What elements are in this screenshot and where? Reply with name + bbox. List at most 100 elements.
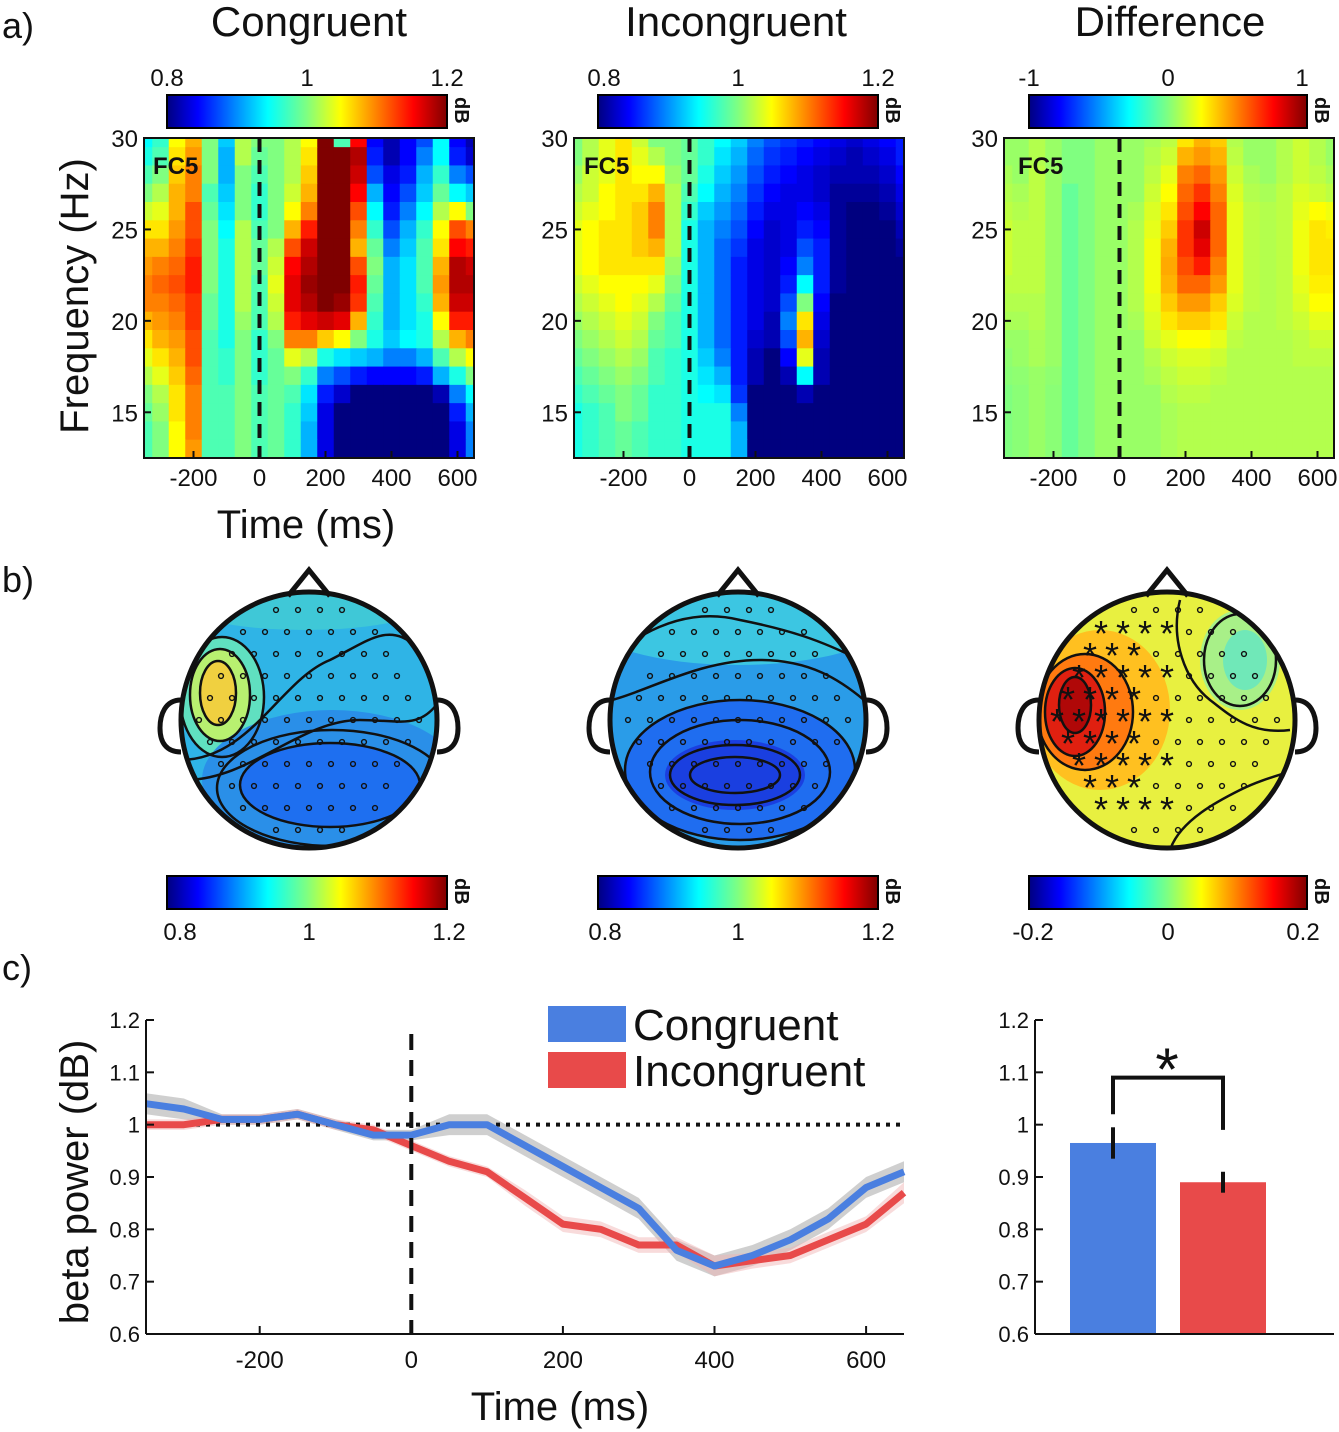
heatmap-cell xyxy=(829,293,847,313)
x-tick-label: 600 xyxy=(1297,465,1337,492)
heatmap-cell xyxy=(730,138,748,148)
electrode-dot xyxy=(679,694,687,702)
y-tick-label: 20 xyxy=(111,309,138,336)
heatmap-cell xyxy=(598,138,616,148)
heatmap-cell xyxy=(1259,138,1277,148)
heatmap-cell xyxy=(1259,330,1277,349)
heatmap-cell xyxy=(1292,330,1310,349)
electrode-dot xyxy=(338,606,346,614)
heatmap-cell xyxy=(1193,330,1211,349)
heatmap-cell xyxy=(1144,147,1162,167)
heatmap-cell xyxy=(168,138,186,148)
heatmap-cell xyxy=(234,275,252,295)
heatmap-cell xyxy=(813,439,831,459)
heatmap-cell xyxy=(574,138,583,148)
heatmap-cell xyxy=(201,293,219,313)
heatmap-cell xyxy=(1127,165,1145,185)
electrode-dot xyxy=(1229,628,1237,636)
electrode-dot xyxy=(800,804,808,812)
electrode-dot xyxy=(668,672,676,680)
heatmap-cell xyxy=(1045,421,1063,441)
heatmap-cell xyxy=(144,439,153,459)
electrode-dot xyxy=(690,628,698,636)
electrode-dot xyxy=(789,738,797,746)
heatmap-cell xyxy=(1276,256,1294,276)
heatmap-cell xyxy=(1160,138,1178,148)
electrode-dot xyxy=(1185,760,1193,768)
x-tick-label: 600 xyxy=(846,1347,886,1374)
heatmap-cell xyxy=(1325,403,1335,423)
heatmap-cell xyxy=(185,183,203,203)
heatmap-cell xyxy=(1078,220,1096,240)
electrode-dot xyxy=(690,672,698,680)
heatmap-cell xyxy=(1325,348,1335,368)
electrode-dot xyxy=(723,606,731,614)
heatmap-cell xyxy=(879,256,897,276)
heatmap-cell xyxy=(465,275,475,295)
heatmap-cell xyxy=(218,293,236,313)
heatmap-cell xyxy=(383,439,401,459)
heatmap-cell xyxy=(1177,165,1195,185)
electrode-dot xyxy=(360,782,368,790)
heatmap-cell xyxy=(234,202,252,221)
colorbar-tick: 1.2 xyxy=(861,919,894,946)
electrode-dot xyxy=(811,650,819,658)
heatmap-cell xyxy=(366,366,384,386)
colorbar-tick: 0.8 xyxy=(587,65,620,92)
heatmap-cell xyxy=(152,256,170,276)
electrode-dot xyxy=(228,650,236,658)
heatmap-cell xyxy=(1045,384,1063,404)
heatmap-cell xyxy=(1309,202,1327,221)
electrode-dot xyxy=(668,804,676,812)
colorbar-difference xyxy=(1028,94,1308,129)
heatmap-cell xyxy=(1004,330,1013,349)
heatmap-cell xyxy=(763,384,781,404)
heatmap-cell xyxy=(1045,220,1063,240)
x-tick-label: 400 xyxy=(694,1347,734,1374)
heatmap-cell xyxy=(300,183,318,203)
electrode-dot xyxy=(690,804,698,812)
heatmap-cell xyxy=(399,403,417,423)
heatmap-cell xyxy=(1226,220,1244,240)
heatmap-cell xyxy=(648,348,666,368)
tf-title-difference: Difference xyxy=(1075,0,1266,45)
heatmap-cell xyxy=(615,384,633,404)
heatmap-cell xyxy=(1259,202,1277,221)
heatmap-cell xyxy=(1012,403,1030,423)
heatmap-cell xyxy=(1226,421,1244,441)
heatmap-cell xyxy=(1012,220,1030,240)
heatmap-cell xyxy=(1226,183,1244,203)
heatmap-cell xyxy=(1004,348,1013,368)
heatmap-cell xyxy=(862,384,880,404)
electrode-dot xyxy=(360,738,368,746)
heatmap-cell xyxy=(796,366,814,386)
heatmap-cell xyxy=(574,348,583,368)
heatmap-cell xyxy=(1309,138,1327,148)
heatmap-cell xyxy=(1309,293,1327,313)
heatmap-cell xyxy=(763,348,781,368)
colorbar-tick: 1 xyxy=(1295,65,1308,92)
line-xlabel: Time (ms) xyxy=(471,1385,649,1429)
x-tick-label: 400 xyxy=(1231,465,1271,492)
heatmap-cell xyxy=(399,293,417,313)
electrode-dot xyxy=(272,694,280,702)
heatmap-cell xyxy=(631,183,649,203)
heatmap-cell xyxy=(862,183,880,203)
heatmap-cell xyxy=(1160,366,1178,386)
heatmap-cell xyxy=(895,366,905,386)
heatmap-cell xyxy=(152,275,170,295)
heatmap-cell xyxy=(1012,293,1030,313)
heatmap-cell xyxy=(796,330,814,349)
heatmap-cell xyxy=(846,138,864,148)
heatmap-cell xyxy=(813,138,831,148)
heatmap-cell xyxy=(300,275,318,295)
heatmap-cell xyxy=(895,439,905,459)
electrode-dot xyxy=(327,628,335,636)
heatmap-cell xyxy=(1243,238,1261,258)
electrode-dot xyxy=(272,738,280,746)
heatmap-cell xyxy=(829,238,847,258)
heatmap-cell xyxy=(1028,403,1046,423)
heatmap-cell xyxy=(879,293,897,313)
electrode-dot xyxy=(393,760,401,768)
x-tick-label: -200 xyxy=(599,465,647,492)
